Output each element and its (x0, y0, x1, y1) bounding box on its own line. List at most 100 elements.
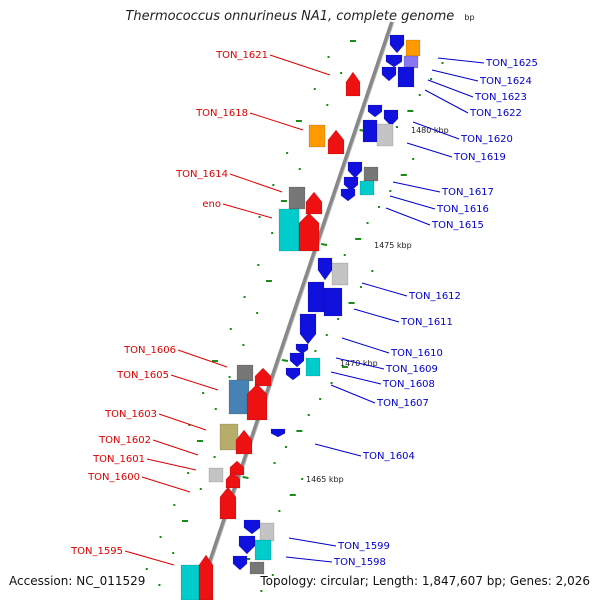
gene-label-right[interactable]: TON_1607 (376, 398, 429, 409)
gene-glyph[interactable] (254, 539, 272, 561)
gene-glyph[interactable] (198, 554, 214, 600)
gene-glyph[interactable] (362, 119, 378, 143)
gene-glyph[interactable] (295, 343, 309, 355)
ruler-tick (281, 359, 289, 362)
gc-tick (271, 574, 274, 576)
gene-glyph[interactable] (246, 383, 268, 421)
gene-glyph[interactable] (307, 281, 325, 313)
gene-glyph[interactable] (389, 34, 405, 54)
gene-glyph[interactable] (219, 486, 237, 520)
gene-label-left[interactable]: TON_1595 (70, 546, 123, 557)
gene-glyph[interactable] (232, 555, 248, 571)
gene-glyph[interactable] (383, 109, 399, 127)
gc-tick (260, 590, 263, 592)
gene-glyph[interactable] (381, 66, 397, 82)
gene-label-right[interactable]: TON_1617 (441, 187, 494, 198)
gene-glyph[interactable] (405, 39, 421, 57)
label-leader (288, 537, 337, 547)
gene-label-right[interactable]: TON_1599 (337, 541, 390, 552)
gene-label-right[interactable]: TON_1615 (431, 220, 484, 231)
gene-glyph[interactable] (403, 55, 419, 69)
gene-label-right[interactable]: TON_1604 (362, 451, 415, 462)
gene-label-left[interactable]: TON_1606 (123, 345, 176, 356)
gene-glyph[interactable] (208, 467, 224, 483)
label-leader (353, 308, 400, 323)
gene-glyph[interactable] (323, 287, 343, 317)
gc-tick (307, 414, 310, 416)
gene-glyph[interactable] (243, 519, 261, 535)
gene-glyph[interactable] (229, 460, 245, 476)
gene-glyph[interactable] (347, 161, 363, 179)
gene-glyph[interactable] (254, 367, 272, 387)
gene-glyph[interactable] (305, 191, 323, 215)
gene-glyph[interactable] (376, 123, 394, 147)
gene-glyph[interactable] (340, 188, 356, 202)
gene-label-right[interactable]: TON_1619 (453, 152, 506, 163)
gene-glyph[interactable] (298, 212, 320, 252)
gene-label-right[interactable]: TON_1622 (469, 108, 522, 119)
gene-glyph[interactable] (343, 176, 359, 192)
gene-glyph[interactable] (327, 129, 345, 155)
gene-glyph[interactable] (363, 166, 379, 182)
gene-label-right[interactable]: TON_1609 (385, 364, 438, 375)
label-leader (285, 556, 333, 563)
gene-label-left[interactable]: TON_1601 (92, 454, 145, 465)
gene-label-right[interactable]: TON_1625 (485, 58, 538, 69)
gene-label-right[interactable]: TON_1620 (460, 134, 513, 145)
gene-glyph[interactable] (317, 257, 333, 281)
label-leader (124, 550, 175, 566)
gene-glyph[interactable] (228, 379, 250, 415)
gene-glyph[interactable] (345, 71, 361, 97)
label-leader (229, 173, 283, 193)
label-leader (385, 207, 431, 226)
gene-glyph[interactable] (305, 357, 321, 377)
gene-label-right[interactable]: TON_1598 (333, 557, 386, 568)
gene-label-right[interactable]: TON_1612 (408, 291, 461, 302)
gc-tick (314, 350, 317, 352)
gene-glyph[interactable] (278, 208, 300, 252)
gene-glyph[interactable] (331, 262, 349, 286)
gene-label-left[interactable]: TON_1600 (87, 472, 140, 483)
gene-glyph[interactable] (397, 66, 415, 88)
label-leader (361, 282, 408, 297)
gene-label-left[interactable]: TON_1603 (104, 409, 157, 420)
gene-label-left[interactable]: TON_1614 (175, 169, 228, 180)
gene-label-right[interactable]: TON_1608 (382, 379, 435, 390)
label-leader (412, 121, 460, 140)
gene-glyph[interactable] (225, 471, 241, 489)
gc-tick (327, 56, 330, 58)
gene-glyph[interactable] (235, 429, 253, 455)
gene-glyph[interactable] (367, 104, 383, 118)
gc-tick (289, 494, 296, 496)
gene-glyph[interactable] (288, 186, 306, 210)
gc-tick (272, 184, 275, 186)
gene-label-left[interactable]: TON_1602 (98, 435, 151, 446)
gene-label-right[interactable]: TON_1610 (390, 348, 443, 359)
gene-label-right[interactable]: TON_1616 (436, 204, 489, 215)
gene-label-left[interactable]: TON_1621 (215, 50, 268, 61)
gc-tick (145, 568, 148, 570)
gene-glyph[interactable] (289, 352, 305, 368)
gene-glyph[interactable] (299, 313, 317, 345)
gene-glyph[interactable] (285, 367, 301, 381)
gene-glyph[interactable] (236, 364, 254, 382)
gene-glyph[interactable] (238, 535, 256, 555)
gene-label-right[interactable]: TON_1623 (474, 92, 527, 103)
gene-glyph[interactable] (180, 564, 200, 600)
gene-label-left[interactable]: eno (202, 199, 221, 210)
label-leader (141, 476, 191, 493)
gene-glyph[interactable] (385, 54, 403, 68)
gene-label-right[interactable]: TON_1624 (479, 76, 532, 87)
gene-glyph[interactable] (249, 561, 265, 575)
gene-label-right[interactable]: TON_1611 (400, 317, 453, 328)
gene-glyph[interactable] (219, 423, 239, 451)
gc-tick (343, 254, 346, 256)
gene-label-left[interactable]: TON_1605 (116, 370, 169, 381)
gene-glyph[interactable] (259, 522, 275, 542)
gene-glyph[interactable] (308, 124, 326, 148)
gene-label-left[interactable]: TON_1618 (195, 108, 248, 119)
gene-glyph[interactable] (359, 180, 375, 196)
gene-glyph[interactable] (270, 428, 286, 438)
gc-tick (256, 312, 259, 314)
